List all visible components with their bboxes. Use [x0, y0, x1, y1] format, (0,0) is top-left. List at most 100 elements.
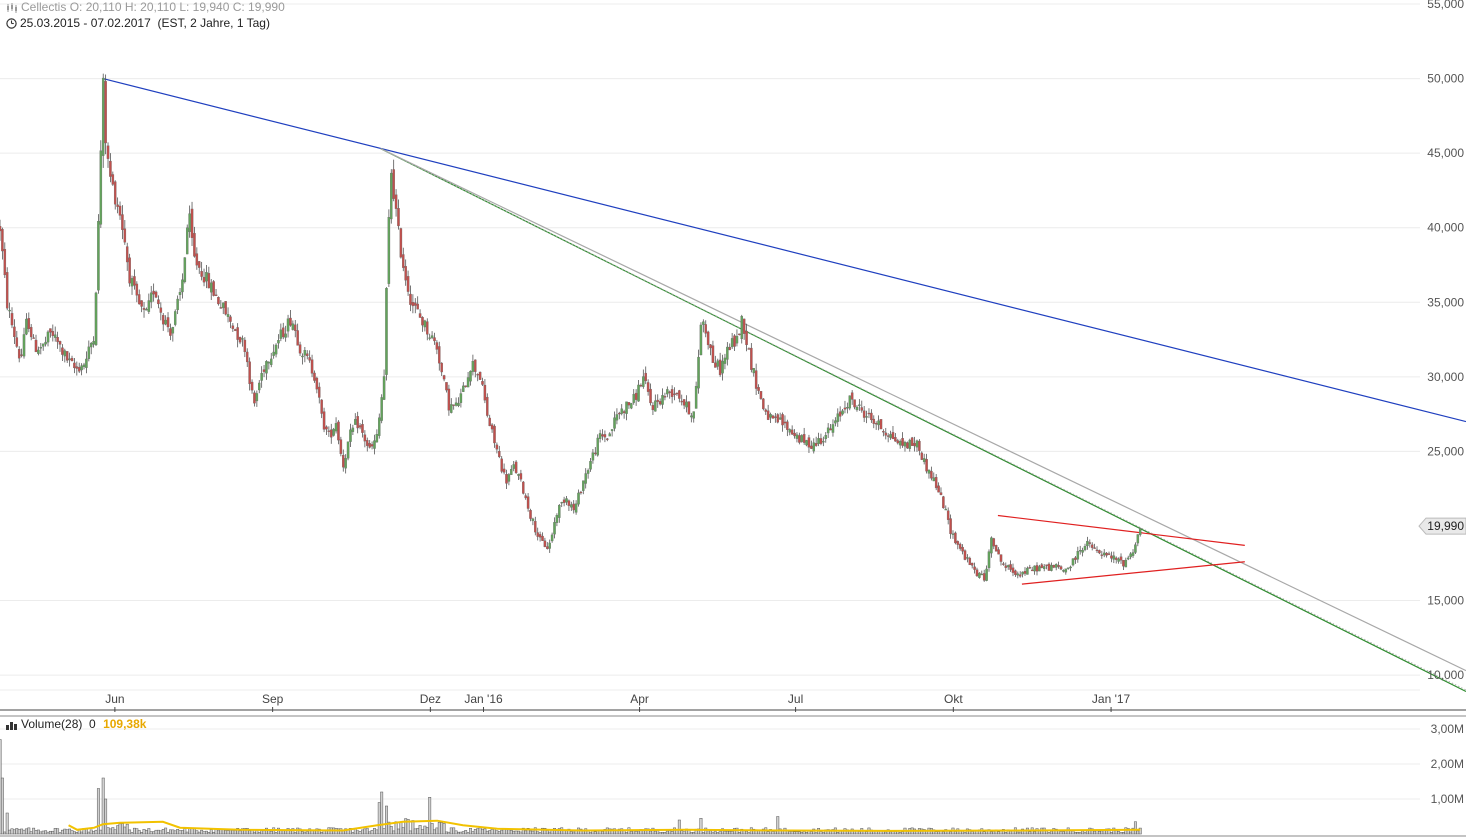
candle-up — [831, 424, 835, 433]
volume-bar — [293, 832, 297, 835]
blue-trendline[interactable] — [102, 77, 1466, 423]
volume-bar — [941, 831, 945, 835]
volume-bar — [204, 830, 208, 835]
candle-down — [368, 443, 371, 448]
candle-up — [375, 434, 379, 443]
candle-down — [195, 253, 199, 266]
candle-up — [1126, 557, 1130, 560]
volume-bar — [497, 831, 501, 835]
volume-bar — [149, 831, 153, 835]
candle-up — [1086, 540, 1089, 547]
volume-bar — [488, 830, 492, 835]
volume-bar — [161, 829, 165, 835]
date-range-row[interactable]: 25.03.2015 - 07.02.2017 (EST, 2 Jahre, 1… — [6, 16, 270, 30]
candle-down — [522, 481, 525, 494]
candle-up — [697, 356, 700, 389]
candle-down — [718, 359, 722, 376]
candle-down — [202, 276, 206, 283]
volume-bar — [99, 829, 103, 835]
dotted-trendline[interactable] — [380, 148, 1466, 691]
candle-down — [197, 261, 201, 268]
volume-bar — [29, 831, 33, 835]
candle-down — [814, 443, 818, 446]
volume-bar — [113, 829, 117, 835]
candle-up — [1138, 527, 1142, 536]
volume-bar — [56, 828, 60, 835]
candle-down — [483, 384, 487, 401]
volume-bar — [301, 831, 304, 835]
triangle-top[interactable] — [997, 514, 1245, 546]
volume-bar — [96, 788, 100, 835]
volume-bar — [634, 831, 638, 835]
volume-bar — [377, 802, 381, 835]
candle-up — [690, 415, 693, 418]
volume-bar — [1109, 832, 1113, 835]
gray-trendline[interactable] — [380, 148, 1466, 672]
volume-bar — [183, 828, 187, 835]
volume-bar — [1078, 832, 1082, 835]
candle-down — [1011, 567, 1015, 573]
candle-up — [8, 309, 11, 312]
candle-down — [498, 451, 501, 458]
candle-down — [894, 437, 897, 442]
candle-down — [992, 538, 996, 547]
candle-down — [495, 444, 499, 450]
candle-up — [469, 370, 472, 382]
candle-up — [642, 376, 645, 387]
bar-chart-icon — [6, 721, 17, 730]
volume-bar — [41, 830, 45, 835]
candle-up — [130, 278, 134, 287]
volume-bar — [865, 831, 869, 835]
candle-down — [3, 248, 7, 276]
volume-bar — [224, 830, 228, 835]
candle-down — [157, 299, 160, 305]
volume-bar — [601, 831, 604, 835]
volume-bar — [682, 831, 686, 835]
candle-down — [243, 339, 247, 353]
candle-up — [286, 318, 290, 332]
candle-up — [1021, 571, 1024, 575]
volume-bar — [142, 829, 146, 835]
candle-up — [423, 320, 427, 328]
candle-down — [27, 318, 31, 330]
volume-bar — [418, 825, 422, 835]
candle-up — [824, 435, 828, 440]
volume-bar — [58, 832, 62, 835]
candle-up — [181, 279, 184, 293]
candle-up — [800, 435, 804, 442]
candle-up — [632, 394, 635, 403]
candle-down — [414, 302, 417, 306]
candle-up — [1062, 570, 1065, 572]
volume-bar — [195, 830, 199, 835]
candle-up — [574, 503, 578, 513]
candle-up — [450, 404, 453, 413]
candle-up — [586, 470, 590, 474]
candle-down — [970, 562, 974, 566]
green-trendline[interactable] — [380, 148, 1466, 693]
candle-up — [915, 440, 919, 448]
candle-up — [966, 557, 969, 559]
triangle-bottom[interactable] — [1021, 561, 1245, 585]
candle-up — [46, 331, 50, 343]
trendlines[interactable] — [102, 77, 1466, 693]
volume-bar — [989, 831, 993, 835]
candle-up — [944, 508, 948, 511]
candle-down — [229, 316, 232, 322]
candle-down — [478, 371, 482, 380]
candle-down — [128, 257, 131, 284]
candle-down — [358, 425, 362, 428]
volume-bar — [992, 831, 996, 835]
volume-bar — [212, 831, 216, 835]
candle-down — [901, 438, 904, 446]
volume-bar — [464, 830, 468, 835]
candle-up — [265, 360, 268, 374]
candle-down — [714, 362, 717, 368]
volume-bar — [447, 831, 451, 835]
candle-up — [826, 427, 830, 434]
candle-up — [37, 349, 40, 354]
candle-up — [22, 334, 26, 357]
candle-down — [406, 276, 410, 292]
volume-bar — [1093, 831, 1097, 835]
candle-down — [253, 392, 256, 404]
